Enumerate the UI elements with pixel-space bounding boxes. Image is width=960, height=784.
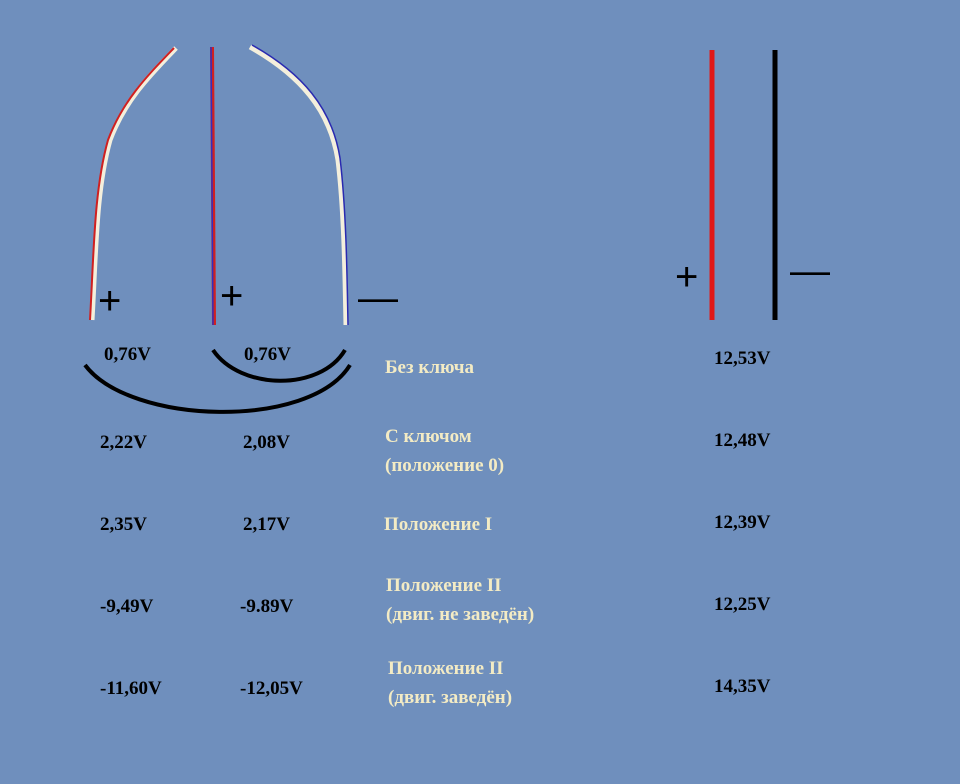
left-reading: 0,76V bbox=[104, 344, 151, 365]
polarity-symbol: — bbox=[790, 249, 830, 293]
battery-reading: 12,39V bbox=[714, 512, 771, 533]
battery-reading: 12,25V bbox=[714, 594, 771, 615]
wire-right bbox=[248, 44, 349, 326]
middle-reading: 2,08V bbox=[243, 432, 290, 453]
wire-middle-stripe bbox=[210, 46, 214, 326]
polarity-symbol: + bbox=[675, 255, 698, 299]
polarity-symbol: + bbox=[220, 274, 243, 318]
condition-label: Без ключа bbox=[385, 357, 474, 378]
condition-label: (положение 0) bbox=[385, 455, 504, 476]
wire-middle bbox=[210, 46, 216, 326]
battery-reading: 12,53V bbox=[714, 348, 771, 369]
left-reading: -9,49V bbox=[100, 596, 154, 617]
condition-label: Положение II bbox=[388, 658, 504, 679]
middle-reading: 2,17V bbox=[243, 514, 290, 535]
arc-large bbox=[83, 363, 352, 414]
battery-reading: 14,35V bbox=[714, 676, 771, 697]
left-reading: 2,35V bbox=[100, 514, 147, 535]
wire-left bbox=[89, 46, 178, 321]
middle-reading: -9.89V bbox=[240, 596, 294, 617]
condition-label: (двиг. не заведён) bbox=[386, 604, 534, 625]
middle-reading: -12,05V bbox=[240, 678, 303, 699]
left-reading: -11,60V bbox=[100, 678, 162, 699]
wire-right-stripe bbox=[251, 44, 349, 326]
condition-label: Положение I bbox=[384, 514, 492, 535]
condition-label: (двиг. заведён) bbox=[388, 687, 512, 708]
condition-label: Положение II bbox=[386, 575, 502, 596]
left-reading: 2,22V bbox=[100, 432, 147, 453]
middle-reading: 0,76V bbox=[244, 344, 291, 365]
polarity-symbol: + bbox=[98, 279, 121, 323]
condition-label: С ключом bbox=[385, 426, 472, 447]
arc-small bbox=[211, 348, 347, 383]
wire-left-stripe bbox=[89, 47, 175, 321]
battery-reading: 12,48V bbox=[714, 430, 771, 451]
polarity-symbol: — bbox=[358, 276, 398, 320]
